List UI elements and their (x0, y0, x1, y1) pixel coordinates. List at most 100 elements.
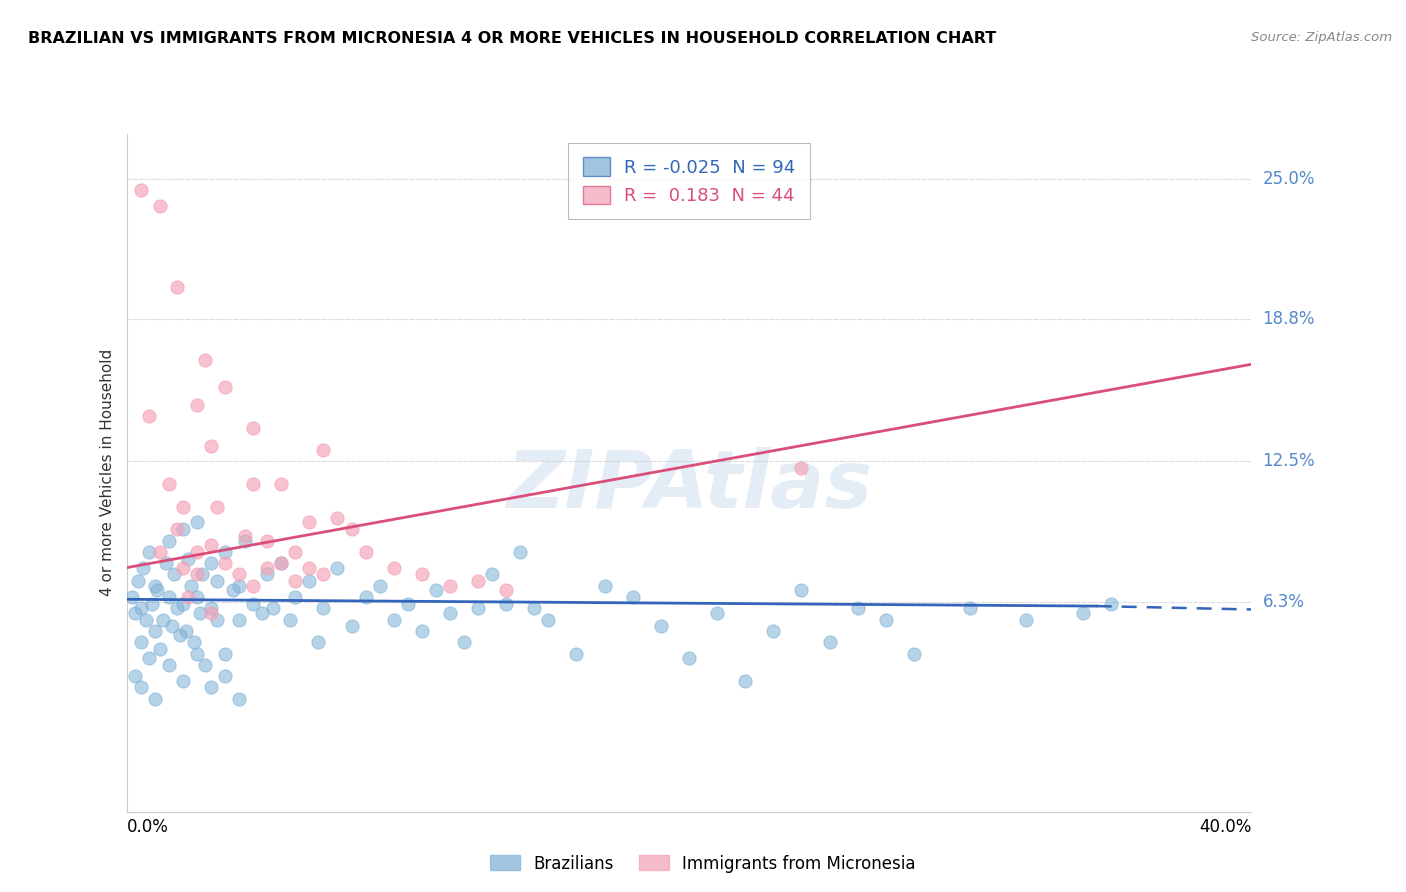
Point (411, 567, 433, 582)
Point (186, 516, 208, 530)
Point (903, 647, 925, 661)
Point (149, 199, 172, 213)
Point (228, 567, 250, 582)
Point (875, 613, 897, 627)
Point (250, 606, 273, 620)
Point (678, 651, 700, 665)
Point (284, 590, 307, 604)
Point (152, 613, 174, 627)
Point (214, 380, 236, 394)
Point (157, 533, 180, 548)
Point (1099, 597, 1122, 611)
Point (194, 657, 217, 672)
Point (143, 624, 166, 638)
Point (307, 635, 329, 649)
Point (124, 669, 146, 683)
Point (467, 574, 489, 589)
Point (186, 647, 208, 661)
Point (242, 597, 264, 611)
Point (467, 601, 489, 615)
Point (262, 601, 284, 615)
Point (166, 280, 188, 294)
Point (1071, 606, 1094, 620)
Point (242, 477, 264, 491)
Point (166, 601, 188, 615)
Point (141, 597, 163, 611)
Point (298, 560, 321, 574)
Point (593, 579, 616, 593)
Point (188, 606, 211, 620)
Point (340, 619, 363, 633)
Point (382, 613, 405, 627)
Point (132, 560, 155, 574)
Legend: Brazilians, Immigrants from Micronesia: Brazilians, Immigrants from Micronesia (484, 848, 922, 880)
Point (214, 556, 236, 570)
Point (411, 624, 433, 638)
Point (326, 560, 349, 574)
Text: BRAZILIAN VS IMMIGRANTS FROM MICRONESIA 4 OR MORE VEHICLES IN HOUSEHOLD CORRELAT: BRAZILIAN VS IMMIGRANTS FROM MICRONESIA … (28, 31, 997, 46)
Point (135, 613, 157, 627)
Point (169, 628, 191, 642)
Point (205, 574, 228, 589)
Point (439, 579, 461, 593)
Point (439, 606, 461, 620)
Point (138, 545, 160, 559)
Point (214, 647, 236, 661)
Point (129, 183, 152, 197)
Point (138, 651, 160, 665)
Point (270, 477, 292, 491)
Point (172, 522, 194, 536)
Point (621, 590, 644, 604)
Point (382, 560, 405, 574)
Text: 40.0%: 40.0% (1199, 819, 1251, 837)
Point (149, 545, 172, 559)
Point (846, 601, 869, 615)
Text: 12.5%: 12.5% (1263, 452, 1315, 470)
Point (270, 556, 292, 570)
Point (959, 601, 981, 615)
Point (242, 579, 264, 593)
Point (340, 522, 363, 536)
Point (278, 613, 301, 627)
Point (205, 613, 228, 627)
Point (214, 545, 236, 559)
Text: 0.0%: 0.0% (127, 819, 169, 837)
Point (177, 551, 200, 566)
Point (163, 567, 186, 582)
Point (146, 583, 169, 598)
Point (233, 533, 256, 548)
Point (200, 606, 222, 620)
Point (650, 619, 672, 633)
Point (233, 529, 256, 543)
Point (186, 545, 208, 559)
Point (172, 597, 194, 611)
Point (160, 619, 183, 633)
Point (180, 579, 202, 593)
Point (228, 613, 250, 627)
Point (143, 691, 166, 706)
Point (565, 647, 588, 661)
Point (172, 673, 194, 688)
Point (166, 522, 188, 536)
Point (298, 516, 321, 530)
Point (183, 635, 205, 649)
Point (284, 574, 307, 589)
Text: 18.8%: 18.8% (1263, 310, 1315, 328)
Point (172, 500, 194, 514)
Point (256, 567, 278, 582)
Text: 25.0%: 25.0% (1263, 170, 1315, 188)
Point (191, 567, 214, 582)
Point (200, 538, 222, 552)
Point (172, 560, 194, 574)
Point (222, 583, 245, 598)
Point (425, 583, 447, 598)
Point (453, 635, 475, 649)
Point (177, 590, 200, 604)
Point (481, 567, 503, 582)
Point (706, 606, 728, 620)
Point (818, 635, 841, 649)
Point (537, 613, 560, 627)
Point (298, 574, 321, 589)
Point (495, 583, 517, 598)
Point (256, 533, 278, 548)
